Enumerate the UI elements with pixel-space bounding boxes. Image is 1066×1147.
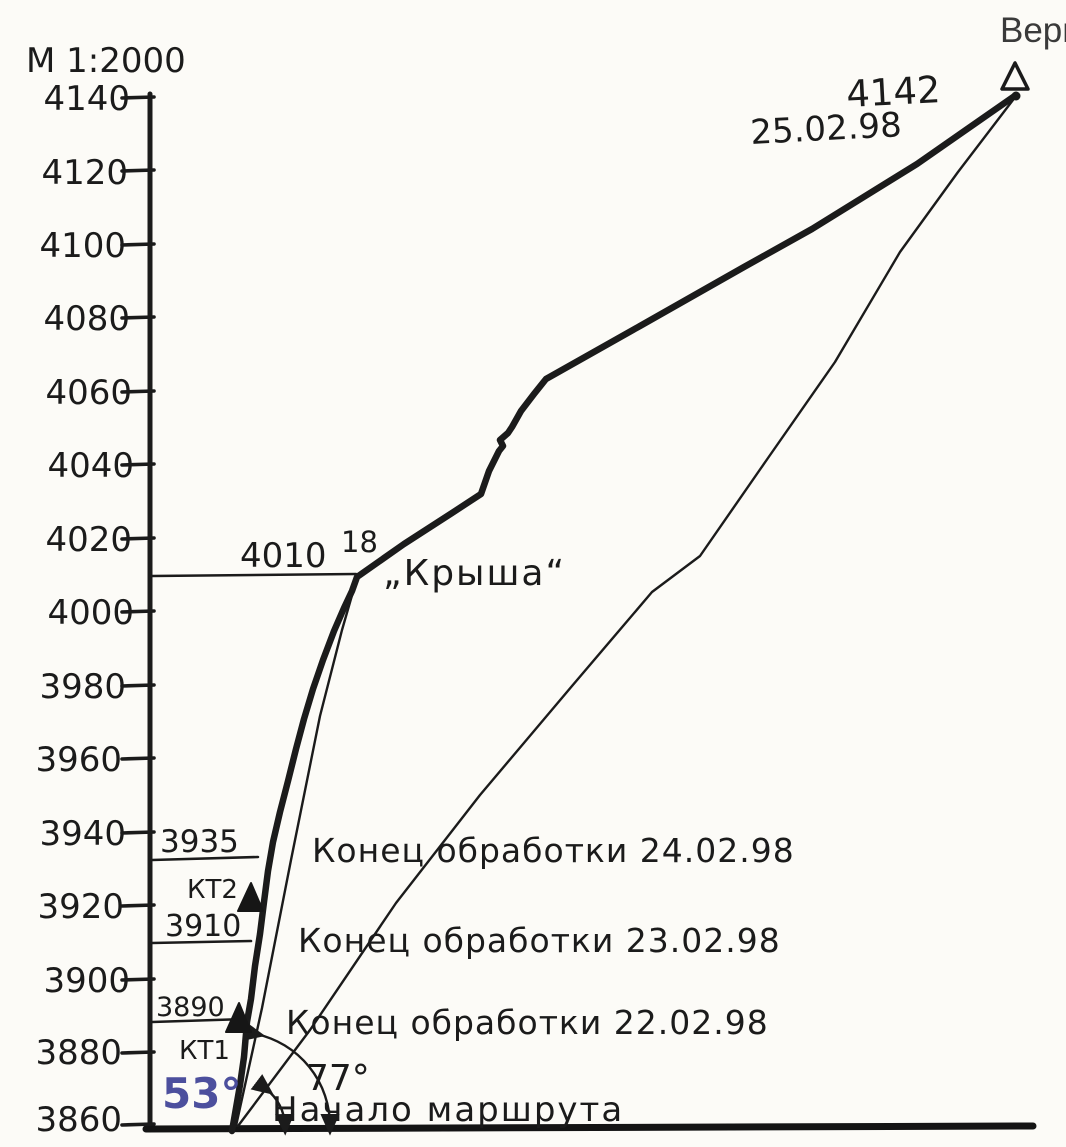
kt2-label: КТ2	[187, 875, 238, 905]
tick-3980	[120, 683, 156, 688]
tick-label-4080: 4080	[43, 299, 130, 339]
tick-label-3940: 3940	[39, 814, 126, 854]
route-line	[228, 91, 1020, 1135]
crest-name-label: „Крыша“	[383, 553, 566, 594]
kt1-label: КТ1	[179, 1036, 230, 1066]
tick-label-4000: 4000	[47, 593, 134, 633]
tick-label-3960: 3960	[35, 740, 122, 780]
tick-3900	[120, 977, 156, 982]
tick-3920	[120, 903, 156, 908]
elev-3890-label: 3890	[156, 992, 225, 1023]
tick-label-4120: 4120	[41, 153, 128, 193]
summit-dot	[1011, 91, 1021, 101]
tick-label-4040: 4040	[47, 446, 134, 486]
kt1-marker-icon	[225, 1002, 252, 1033]
elev-3910-label: 3910	[165, 909, 241, 944]
tick-label-3980: 3980	[39, 667, 126, 707]
annotation-end-23: Конец обработки 23.02.98	[298, 921, 781, 960]
summit-triangle-icon	[1000, 61, 1030, 91]
reference-lines	[150, 572, 358, 1024]
angle-53-label: 53°	[162, 1069, 241, 1118]
tick-label-4020: 4020	[45, 520, 132, 560]
route-start-label: Начало маршрута	[272, 1090, 624, 1130]
refline-3910	[150, 939, 253, 945]
tick-4120	[120, 168, 156, 173]
tick-4080	[120, 315, 156, 320]
kt2-marker-icon	[237, 882, 264, 912]
refline-4010	[150, 572, 358, 578]
tick-label-4140: 4140	[43, 79, 130, 119]
summit-date-label: 25.02.98	[749, 105, 902, 153]
sight-line-53deg	[236, 94, 1018, 1128]
angle-77-label: 77°	[306, 1058, 370, 1099]
tick-label-3920: 3920	[37, 887, 124, 927]
tick-4000	[120, 609, 156, 614]
crest-elevation-label: 4010	[240, 536, 327, 576]
refline-3935	[150, 855, 260, 862]
tick-label-3880: 3880	[35, 1033, 122, 1073]
tick-4060	[120, 389, 156, 394]
tick-3860	[120, 1122, 156, 1127]
refline-3890	[150, 1017, 248, 1024]
annotation-end-24: Конец обработки 24.02.98	[312, 831, 795, 870]
elev-3935-label: 3935	[160, 824, 239, 860]
tick-label-4060: 4060	[45, 373, 132, 413]
crest-point-number: 18	[341, 525, 378, 559]
annotation-end-22: Конец обработки 22.02.98	[286, 1003, 769, 1042]
tick-4100	[120, 242, 156, 247]
tick-label-3860: 3860	[35, 1100, 122, 1140]
tick-3880	[120, 1050, 156, 1055]
summit-elevation-label: 4142	[845, 68, 941, 116]
axis-tick-labels: 4140 4120 4100 4080 4060 4040 4020 4000 …	[35, 79, 134, 1140]
tick-label-3900: 3900	[43, 961, 130, 1001]
tick-4020	[120, 536, 156, 541]
axis-ticks	[120, 95, 156, 1127]
tick-3960	[120, 756, 156, 761]
tick-label-4100: 4100	[39, 226, 126, 266]
tick-4040	[120, 462, 156, 467]
tick-3940	[120, 830, 156, 835]
map-scale-label: М 1:2000	[26, 41, 186, 81]
angle-arc-77	[242, 1022, 340, 1136]
summit-word-label: Верш	[1000, 11, 1066, 50]
tick-4140	[120, 95, 156, 100]
